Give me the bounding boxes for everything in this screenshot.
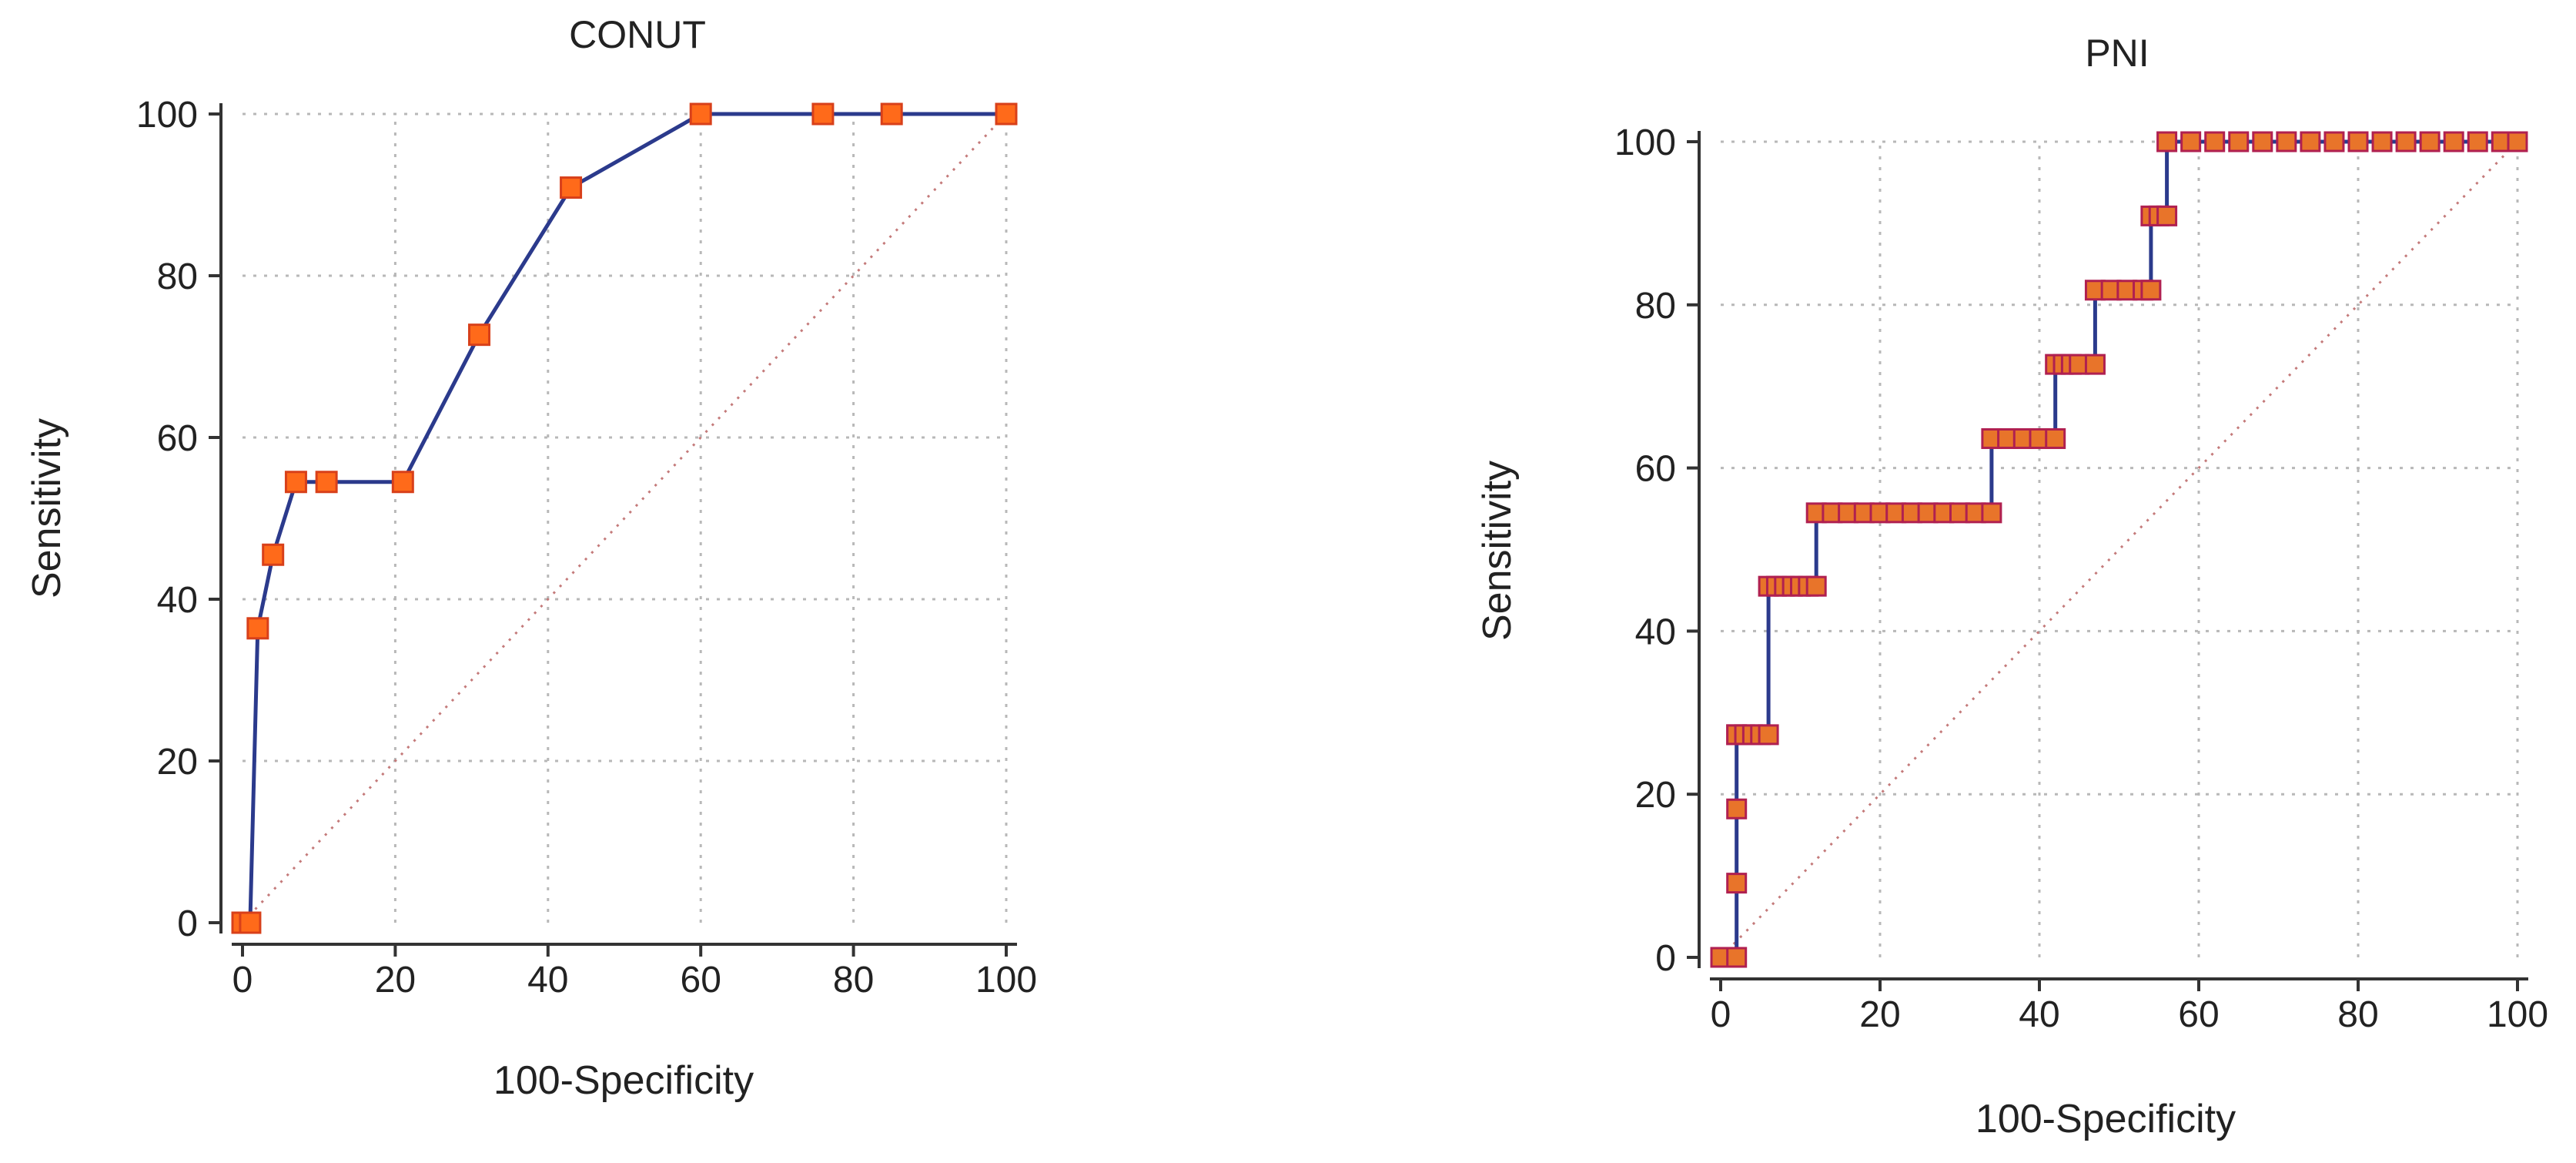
roc-point xyxy=(2156,205,2178,226)
roc-points xyxy=(1710,131,2528,968)
x-tick-label: 0 xyxy=(233,960,253,1000)
y-tick-label: 60 xyxy=(157,418,198,459)
roc-point xyxy=(2084,354,2106,375)
pni-panel: PNI 0 20 40 60 80 100 0 20 40 60 80 100 100-Specifi… xyxy=(1475,32,2548,1141)
x-tick-label: 20 xyxy=(375,960,416,1000)
y-tick-label: 0 xyxy=(177,903,198,944)
chart-title: PNI xyxy=(2085,32,2149,75)
roc-point xyxy=(315,471,338,494)
y-axis-label: Sensitivity xyxy=(1475,461,1520,641)
roc-point xyxy=(2180,131,2202,152)
roc-point xyxy=(2228,131,2250,152)
roc-point xyxy=(2276,131,2297,152)
x-tick-label: 80 xyxy=(833,960,874,1000)
roc-point xyxy=(262,543,285,566)
diagonal-reference-line xyxy=(241,112,1008,924)
x-tick-label: 0 xyxy=(1711,994,1731,1035)
roc-point xyxy=(1726,947,1748,968)
roc-point xyxy=(2045,427,2066,449)
roc-point xyxy=(2323,131,2345,152)
roc-point xyxy=(391,471,414,494)
roc-point xyxy=(2252,131,2273,152)
x-tick-label: 100 xyxy=(975,960,1037,1000)
roc-point xyxy=(2467,131,2488,152)
roc-point xyxy=(2371,131,2393,152)
reference-line xyxy=(1719,140,2519,959)
gridlines xyxy=(1721,140,2519,957)
y-tick-label: 100 xyxy=(136,95,198,136)
y-tick-label: 40 xyxy=(1635,612,1676,652)
y-tick-label: 60 xyxy=(1635,449,1676,490)
roc-point xyxy=(2156,131,2178,152)
roc-point xyxy=(2419,131,2441,152)
roc-point xyxy=(1805,575,1827,597)
roc-curve xyxy=(1721,139,2517,960)
chart-title: CONUT xyxy=(569,13,706,56)
roc-point xyxy=(995,102,1018,126)
roc-point xyxy=(284,471,307,494)
roc-point xyxy=(2140,280,2162,301)
x-tick-label: 100 xyxy=(2487,994,2548,1035)
roc-point xyxy=(689,102,712,126)
y-tick-label: 20 xyxy=(1635,775,1676,816)
roc-point xyxy=(2507,131,2528,152)
x-tick-label: 60 xyxy=(681,960,721,1000)
roc-line xyxy=(1721,139,2517,960)
x-axis-label: 100-Specificity xyxy=(1975,1097,2236,1141)
y-tick-label: 80 xyxy=(1635,286,1676,327)
roc-point xyxy=(1726,798,1748,819)
reference-line xyxy=(241,112,1008,924)
x-tick-label: 60 xyxy=(2178,994,2219,1035)
roc-point xyxy=(880,102,903,126)
roc-point xyxy=(2204,131,2226,152)
roc-point xyxy=(1726,873,1748,894)
roc-point xyxy=(2443,131,2464,152)
roc-point xyxy=(246,617,269,640)
y-tick-label: 0 xyxy=(1655,938,1676,979)
y-tick-label: 20 xyxy=(157,742,198,783)
roc-point xyxy=(1981,502,2002,524)
tick-labels: 0 20 40 60 80 100 0 20 40 60 80 100 xyxy=(1614,122,2548,1035)
x-tick-label: 40 xyxy=(527,960,568,1000)
roc-points xyxy=(231,102,1018,934)
y-tick-label: 80 xyxy=(157,256,198,297)
diagonal-reference-line xyxy=(1719,140,2519,959)
y-tick-label: 40 xyxy=(157,580,198,621)
roc-point xyxy=(2300,131,2321,152)
roc-point xyxy=(2347,131,2369,152)
conut-panel: CONUT 0 20 40 60 80 100 0 20 40 60 80 100 100-Speci… xyxy=(25,13,1037,1103)
roc-point xyxy=(239,911,262,934)
roc-point xyxy=(2395,131,2417,152)
axes xyxy=(209,103,1017,957)
roc-point xyxy=(811,102,835,126)
x-tick-label: 20 xyxy=(1859,994,1900,1035)
x-tick-label: 40 xyxy=(2019,994,2059,1035)
roc-point xyxy=(468,323,491,347)
x-axis-label: 100-Specificity xyxy=(493,1058,754,1103)
y-axis-label: Sensitivity xyxy=(25,418,69,598)
y-tick-label: 100 xyxy=(1614,122,1676,163)
roc-point xyxy=(560,176,583,199)
tick-labels: 0 20 40 60 80 100 0 20 40 60 80 100 xyxy=(136,95,1037,1000)
roc-point xyxy=(1758,724,1779,746)
x-tick-label: 80 xyxy=(2337,994,2378,1035)
axes xyxy=(1687,131,2528,991)
